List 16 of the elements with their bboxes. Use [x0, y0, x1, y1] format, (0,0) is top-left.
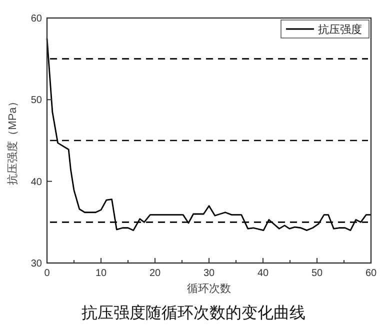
- legend-label: 抗压强度: [318, 23, 362, 36]
- line-series: [46, 38, 372, 232]
- x-tick-label: 50: [311, 268, 323, 279]
- y-tick-label: 30: [30, 258, 42, 270]
- y-tick-label: 50: [30, 95, 42, 106]
- y-axis-title: 抗压强度（MPa）: [6, 96, 19, 185]
- y-tick-label: 60: [30, 14, 42, 24]
- y-tick-label: 40: [30, 176, 42, 188]
- x-tick-label: 10: [95, 268, 107, 279]
- x-tick-label: 30: [203, 268, 215, 279]
- x-tick-label: 60: [365, 268, 377, 279]
- x-tick-label: 20: [149, 268, 161, 279]
- x-tick-label: 40: [257, 268, 269, 279]
- x-axis-title: 循环次数: [187, 283, 231, 295]
- x-tick-label: 0: [44, 268, 50, 279]
- text: 抗压强度随循环次数的变化曲线: [82, 304, 306, 322]
